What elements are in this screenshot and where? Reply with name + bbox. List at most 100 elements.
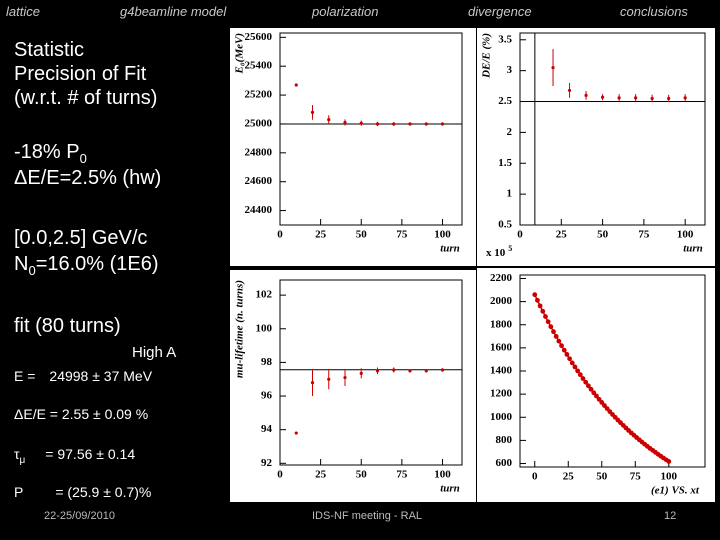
x-tick-label: 100	[677, 229, 694, 241]
text-line: [0.0,2.5] GeV/c	[14, 227, 148, 249]
subscript: 0	[28, 263, 36, 278]
y-tick-label: 1800	[490, 318, 513, 330]
text-line: ΔE/E = 2.55 ± 0.09 %	[14, 406, 149, 422]
panel	[230, 28, 476, 266]
footer-page: 12	[664, 510, 677, 522]
data-point	[567, 356, 573, 362]
y-tick-label: 0.5	[498, 219, 512, 231]
text: =16.0% (1E6)	[35, 253, 159, 275]
plot-frame	[279, 279, 463, 466]
x-axis-label: turn	[440, 483, 460, 495]
data-point	[588, 386, 594, 392]
text-line: N0=16.0% (1E6)	[14, 252, 159, 283]
panel	[230, 270, 476, 502]
data-point	[343, 120, 347, 125]
x-tick-label: 25	[315, 229, 327, 241]
data-point	[650, 96, 654, 101]
x-axis-label: (e1) VS. xt	[651, 485, 700, 497]
x-axis-label: turn	[683, 243, 703, 255]
y-tick-label: 1.5	[498, 157, 512, 169]
y-tick-label: 96	[261, 390, 273, 402]
x-tick-label: 25	[315, 469, 327, 481]
y-tick-label: 2.5	[498, 95, 512, 107]
plot-frame	[519, 32, 706, 226]
text-line: -18% P0	[14, 140, 87, 171]
data-point	[585, 383, 591, 389]
x-tick-label: 75	[630, 471, 642, 483]
title-line: Statistic	[14, 39, 85, 61]
data-point	[594, 393, 599, 399]
x-tick-label: 25	[563, 471, 575, 483]
data-point	[548, 324, 554, 330]
x-tick-label: 50	[356, 469, 368, 481]
data-point	[408, 122, 412, 126]
footer-date: 22-25/09/2010	[44, 510, 115, 522]
data-point	[343, 375, 347, 380]
panel	[477, 28, 715, 266]
data-point	[545, 319, 551, 325]
text-line: fit (80 turns)	[14, 315, 121, 337]
data-point	[327, 118, 331, 122]
label: P	[14, 484, 24, 500]
data-point	[683, 96, 687, 100]
data-point	[424, 122, 428, 126]
data-point	[567, 88, 572, 93]
data-point	[408, 369, 412, 373]
subscript: μ	[19, 454, 26, 466]
y-axis-label: mu-lifetime (n. turns)	[234, 280, 246, 378]
data-point	[667, 96, 671, 101]
data-point	[551, 65, 555, 70]
data-point	[591, 390, 597, 396]
nav-item: g4beamline model	[120, 4, 227, 19]
subscript: 0	[79, 151, 87, 166]
data-point	[572, 364, 578, 370]
data-point	[440, 368, 445, 372]
data-point	[569, 360, 575, 366]
plot-frame	[279, 32, 463, 226]
x-tick-label: 100	[434, 229, 451, 241]
x-tick-label: 50	[597, 229, 609, 241]
data-point	[392, 122, 396, 126]
data-point	[375, 369, 380, 373]
y-tick-label: 25600	[245, 31, 273, 43]
y-tick-label: 98	[261, 356, 273, 368]
y-tick-label: 25200	[245, 89, 273, 101]
data-point	[327, 377, 331, 381]
y-tick-label: 100	[256, 322, 273, 334]
x-tick-label: 100	[434, 469, 451, 481]
y-tick-label: 1600	[490, 341, 513, 353]
value: = 97.56 ± 0.14	[45, 446, 136, 462]
data-point	[537, 303, 543, 309]
title-line: Precision of Fit	[14, 63, 147, 85]
x-tick-label: 50	[356, 229, 368, 241]
y-tick-label: 2	[507, 126, 513, 138]
nav-item: divergence	[468, 4, 532, 19]
y-tick-label: 1200	[490, 388, 513, 400]
text-line: P = (25.9 ± 0.7)%	[14, 484, 151, 500]
y-tick-label: 25000	[245, 117, 273, 129]
y-axis-label: E₀(MeV)	[234, 33, 246, 75]
value: 24998 ± 37 MeV	[49, 368, 153, 384]
y-tick-label: 25400	[245, 60, 273, 72]
data-point	[577, 372, 583, 378]
x-tick-label: 0	[277, 229, 283, 241]
x-tick-label: 50	[596, 471, 608, 483]
data-point	[424, 369, 428, 373]
y-tick-label: 24400	[245, 204, 273, 216]
data-point	[559, 343, 564, 349]
nav-item: lattice	[6, 4, 40, 19]
data-point	[617, 96, 621, 100]
value: = (25.9 ± 0.7)%	[55, 484, 152, 500]
panel	[477, 268, 715, 502]
y-tick-label: 1	[507, 188, 513, 200]
y-tick-label: 2000	[490, 295, 513, 307]
y-tick-label: 24600	[245, 175, 273, 187]
data-point	[535, 297, 540, 303]
multiplier-exp: 5	[508, 244, 512, 253]
data-point	[564, 352, 570, 357]
text-line: ΔE/E=2.5% (hw)	[14, 167, 162, 189]
data-point	[561, 347, 567, 353]
x-tick-label: 0	[517, 229, 523, 241]
